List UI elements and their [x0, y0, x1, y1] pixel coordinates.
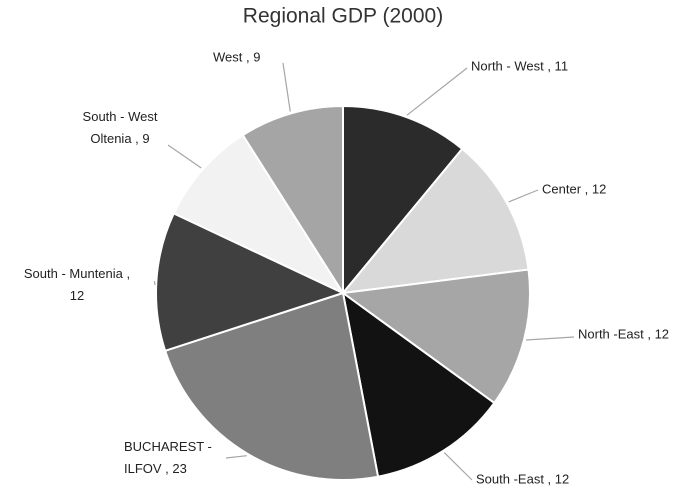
- pie-slice: [241, 104, 344, 297]
- leader-line: [508, 189, 539, 203]
- data-label: North - West , 11: [471, 58, 568, 73]
- leader-line: [406, 67, 468, 116]
- leader-line: [225, 455, 247, 459]
- chart-title: Regional GDP (2000): [243, 5, 443, 28]
- data-label: North -East , 12: [578, 326, 669, 341]
- leader-line: [167, 144, 202, 169]
- pie-slice: [172, 133, 346, 296]
- pie-slice: [341, 290, 496, 478]
- data-label: BUCHAREST -ILFOV , 23: [124, 439, 212, 476]
- data-label: South - Muntenia , 12: [24, 266, 130, 303]
- leader-line: [443, 452, 473, 481]
- leader-line: [153, 281, 156, 286]
- data-label: South -East , 12: [476, 471, 569, 486]
- pie-slice: [155, 212, 346, 353]
- pie-slice: [163, 291, 380, 481]
- pie-slice: [340, 268, 531, 405]
- data-label: South - West Oltenia , 9: [83, 109, 158, 146]
- pie-slice: [342, 104, 464, 296]
- leader-line: [526, 336, 575, 341]
- data-label: Center , 12: [542, 181, 606, 196]
- data-label: West , 9: [213, 49, 260, 64]
- pie-slice: [340, 147, 530, 295]
- leader-line: [282, 62, 291, 112]
